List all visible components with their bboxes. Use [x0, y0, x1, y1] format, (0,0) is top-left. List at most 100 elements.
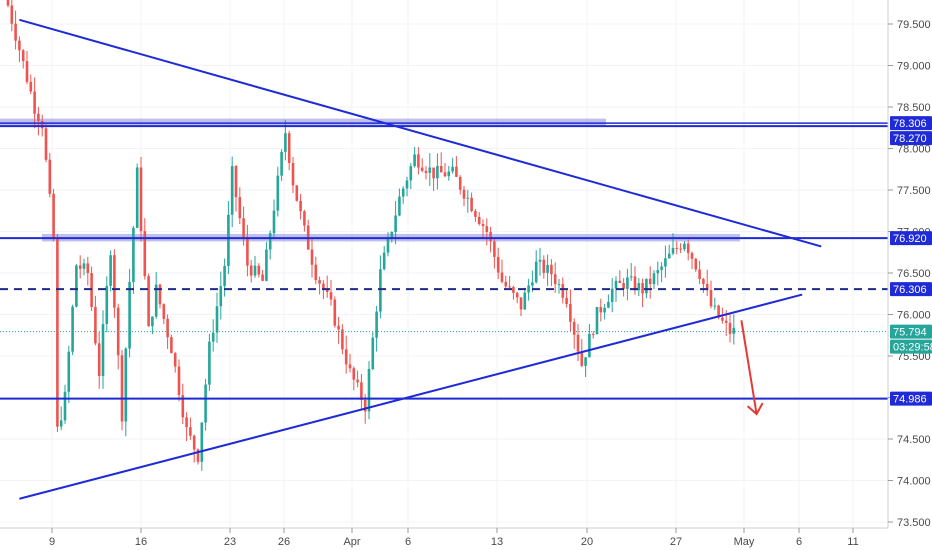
candle-body — [211, 332, 215, 342]
x-tick-label: 6 — [796, 536, 802, 548]
candle-body — [390, 232, 394, 238]
x-tick-label: 9 — [49, 536, 55, 548]
candle-body — [227, 214, 230, 266]
candle-body — [382, 252, 386, 270]
candle-body — [268, 233, 272, 250]
candle-body — [409, 166, 413, 181]
candle-body — [78, 265, 82, 269]
candle-body — [356, 379, 359, 383]
candle-body — [466, 197, 470, 199]
candle-body — [200, 422, 204, 462]
candle-body — [120, 355, 124, 422]
price-tag-box — [890, 116, 932, 131]
candle-body — [588, 333, 591, 358]
candle-body — [162, 304, 166, 319]
candle-body — [645, 278, 648, 294]
candle-body — [352, 368, 356, 380]
candle-body — [428, 167, 432, 173]
candle-body — [280, 151, 283, 176]
candle-body — [500, 272, 504, 282]
candle-body — [333, 299, 337, 326]
candle-body — [417, 154, 420, 168]
price-tag-label: 74.986 — [893, 394, 927, 406]
candle-body — [170, 337, 173, 354]
candle-body — [599, 307, 603, 313]
price-tag-label: 76.920 — [893, 233, 927, 245]
candle-body — [6, 0, 10, 6]
candle-body — [675, 247, 679, 249]
candle-body — [413, 154, 416, 167]
candle-body — [603, 307, 606, 313]
y-tick-label: 78.000 — [897, 144, 931, 156]
candle-body — [314, 264, 318, 281]
candle-body — [291, 162, 295, 186]
candle-body — [557, 284, 561, 286]
candle-body — [329, 292, 333, 300]
candle-body — [287, 133, 291, 163]
candles — [6, 0, 736, 471]
candle-body — [295, 185, 299, 201]
price-tag-box — [890, 231, 932, 246]
candle-body — [135, 167, 139, 228]
x-tick-label: 23 — [224, 536, 236, 548]
candle-body — [166, 318, 169, 338]
price-tags: 78.306 78.270 76.920 76.306 75.794 03:29:58 74… — [890, 116, 932, 406]
candle-body — [546, 264, 549, 273]
y-tick-label: 79.500 — [897, 19, 931, 31]
candle-body — [67, 351, 71, 392]
candle-body — [648, 278, 652, 285]
x-axis[interactable]: 9 16 23 26 Apr 6 13 20 27 May 6 11 — [49, 528, 859, 548]
candle-body — [576, 334, 580, 352]
candle-body — [458, 176, 462, 190]
candle-body — [37, 113, 40, 121]
candle-body — [181, 395, 185, 418]
candle-body — [474, 211, 477, 217]
candle-body — [325, 289, 329, 293]
candle-body — [728, 322, 732, 334]
price-tag-box — [890, 339, 932, 354]
candle-body — [360, 382, 363, 400]
candle-body — [276, 175, 280, 211]
y-tick-label: 77.500 — [897, 185, 931, 197]
candle-body — [154, 284, 158, 317]
candle-body — [310, 249, 314, 265]
candle-body — [44, 128, 48, 160]
candle-body — [633, 276, 637, 291]
candle-body — [489, 232, 492, 242]
candle-body — [63, 391, 67, 421]
candle-body — [591, 333, 595, 335]
candle-body — [432, 167, 435, 179]
candle-body — [257, 265, 261, 275]
candle-body — [455, 166, 458, 177]
x-tick-label: 27 — [670, 536, 682, 548]
candle-body — [105, 285, 109, 325]
candle-body — [147, 276, 150, 327]
y-tick-label: 78.500 — [897, 102, 931, 114]
candle-body — [553, 274, 557, 285]
candle-body — [219, 286, 223, 307]
candle-body — [52, 193, 55, 240]
x-tick-label: 26 — [278, 536, 290, 548]
candle-body — [230, 166, 234, 215]
candle-body — [25, 61, 29, 82]
candle-body — [607, 301, 610, 308]
candle-body — [732, 327, 736, 334]
x-tick-label: Apr — [343, 536, 360, 548]
candle-body — [702, 279, 705, 284]
candle-body — [724, 320, 728, 323]
candle-body — [234, 166, 238, 198]
y-axis-background — [888, 0, 932, 550]
candle-body — [185, 417, 188, 428]
candle-body — [420, 167, 424, 171]
candle-body — [398, 196, 401, 216]
candle-body — [504, 281, 508, 287]
y-tick-label: 75.500 — [897, 351, 931, 363]
candle-body — [223, 265, 226, 287]
candle-body — [33, 91, 36, 114]
candle-body — [75, 265, 78, 307]
price-tag-box — [890, 131, 932, 146]
candle-body — [451, 166, 454, 172]
candle-body — [565, 297, 568, 305]
candle-body — [538, 259, 542, 262]
